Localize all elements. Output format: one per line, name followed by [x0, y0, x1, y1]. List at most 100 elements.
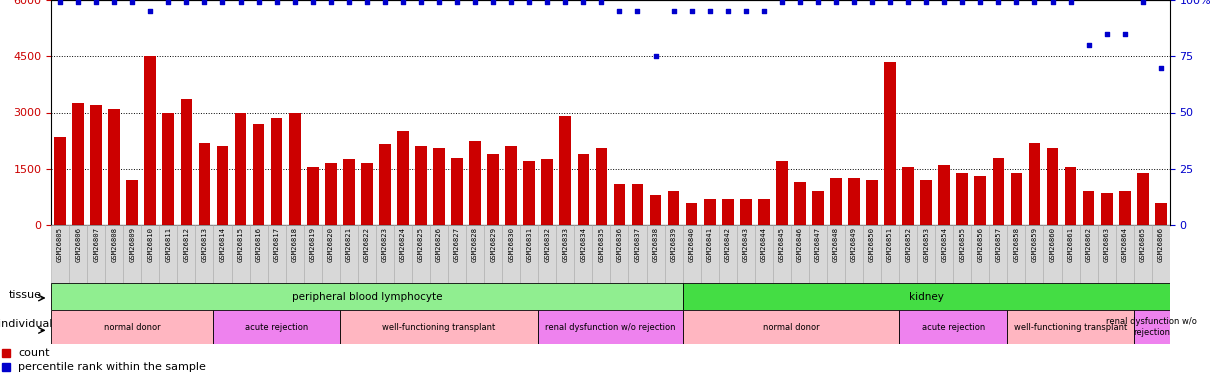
Point — [466, 0, 485, 5]
Bar — [722, 199, 733, 225]
Text: normal donor: normal donor — [103, 322, 161, 332]
Text: GSM26856: GSM26856 — [978, 227, 984, 262]
Text: GSM26818: GSM26818 — [292, 227, 298, 262]
Bar — [430, 225, 447, 283]
Text: GSM26827: GSM26827 — [454, 227, 460, 262]
Bar — [1007, 225, 1025, 283]
Bar — [1029, 142, 1041, 225]
Bar — [88, 225, 106, 283]
Text: GSM26819: GSM26819 — [310, 227, 316, 262]
Bar — [755, 225, 773, 283]
Text: GSM26808: GSM26808 — [111, 227, 117, 262]
Bar — [899, 310, 1007, 344]
Bar — [827, 225, 845, 283]
Bar — [972, 225, 990, 283]
Bar — [610, 225, 629, 283]
Bar — [1025, 225, 1043, 283]
Text: GSM26806: GSM26806 — [75, 227, 81, 262]
Bar — [1133, 310, 1170, 344]
Bar — [668, 191, 680, 225]
Point — [736, 8, 755, 14]
Point — [772, 0, 792, 5]
Bar — [163, 112, 174, 225]
Bar — [649, 195, 662, 225]
Bar — [180, 99, 192, 225]
Bar — [159, 225, 178, 283]
Bar — [559, 116, 572, 225]
Text: GSM26847: GSM26847 — [815, 227, 821, 262]
Text: GSM26837: GSM26837 — [635, 227, 641, 262]
Point — [376, 0, 395, 5]
Text: GSM26810: GSM26810 — [147, 227, 153, 262]
Text: GSM26833: GSM26833 — [562, 227, 568, 262]
Text: GSM26824: GSM26824 — [400, 227, 406, 262]
Point — [50, 0, 69, 5]
Bar — [539, 310, 682, 344]
Point — [970, 0, 990, 5]
Bar — [51, 310, 214, 344]
Bar — [682, 310, 899, 344]
Bar — [957, 172, 968, 225]
Bar — [106, 225, 123, 283]
Text: GSM26861: GSM26861 — [1068, 227, 1074, 262]
Point — [1097, 31, 1116, 37]
Bar — [1043, 225, 1062, 283]
Bar — [921, 180, 931, 225]
Point — [303, 0, 322, 5]
Bar — [51, 283, 682, 310]
Bar — [719, 225, 737, 283]
Bar — [198, 142, 210, 225]
Text: GSM26849: GSM26849 — [851, 227, 857, 262]
Text: GSM26839: GSM26839 — [670, 227, 676, 262]
Bar — [831, 178, 841, 225]
Text: well-functioning transplant: well-functioning transplant — [382, 322, 496, 332]
Bar — [578, 154, 590, 225]
Bar — [231, 225, 249, 283]
Bar — [556, 225, 574, 283]
Text: GSM26811: GSM26811 — [165, 227, 171, 262]
Point — [1007, 0, 1026, 5]
Bar — [1047, 148, 1058, 225]
Bar — [196, 225, 214, 283]
Point — [700, 8, 720, 14]
Text: GSM26817: GSM26817 — [274, 227, 280, 262]
Bar — [286, 225, 304, 283]
Bar — [1082, 191, 1094, 225]
Point — [989, 0, 1008, 5]
Bar — [433, 148, 445, 225]
Bar — [358, 225, 376, 283]
Bar — [398, 131, 409, 225]
Text: GSM26822: GSM26822 — [364, 227, 370, 262]
Bar — [1119, 191, 1131, 225]
Point — [105, 0, 124, 5]
Bar — [1152, 225, 1170, 283]
Bar — [866, 180, 878, 225]
Text: GSM26848: GSM26848 — [833, 227, 839, 262]
Text: renal dysfunction w/o rejection: renal dysfunction w/o rejection — [545, 322, 676, 332]
Text: GSM26845: GSM26845 — [779, 227, 784, 262]
Text: GSM26853: GSM26853 — [923, 227, 929, 262]
Text: renal dysfunction w/o
rejection: renal dysfunction w/o rejection — [1107, 317, 1198, 337]
Bar — [306, 167, 319, 225]
Text: GSM26852: GSM26852 — [905, 227, 911, 262]
Bar — [812, 191, 823, 225]
Text: GSM26854: GSM26854 — [941, 227, 947, 262]
Bar — [1137, 172, 1149, 225]
Bar — [1010, 172, 1023, 225]
Bar — [145, 56, 156, 225]
Point — [1115, 31, 1135, 37]
Point — [195, 0, 214, 5]
Text: tissue: tissue — [9, 290, 43, 300]
Bar — [271, 118, 282, 225]
Bar — [902, 167, 914, 225]
Bar — [484, 225, 502, 283]
Text: GSM26828: GSM26828 — [472, 227, 478, 262]
Text: GSM26812: GSM26812 — [184, 227, 190, 262]
Point — [141, 8, 161, 14]
Point — [844, 0, 863, 5]
Bar — [809, 225, 827, 283]
Bar — [235, 112, 247, 225]
Bar — [574, 225, 592, 283]
Point — [266, 0, 286, 5]
Point — [952, 0, 972, 5]
